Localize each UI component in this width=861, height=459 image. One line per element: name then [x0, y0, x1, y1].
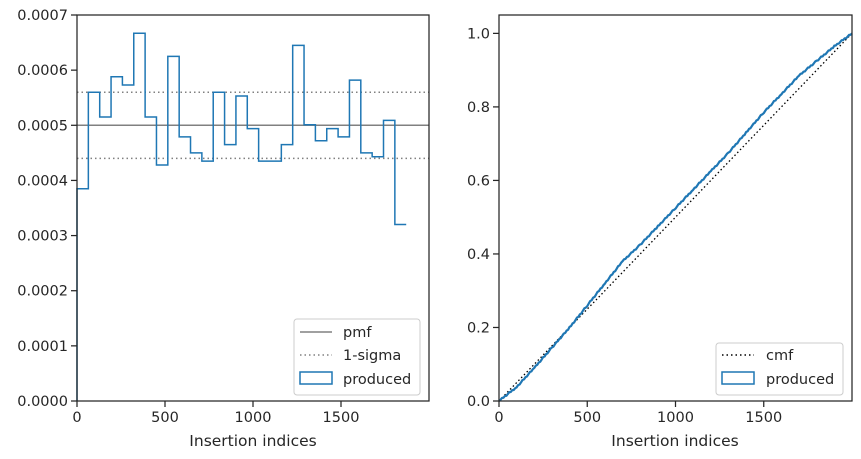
left-y-tick-label: 0.0002 — [17, 284, 68, 300]
left-legend: pmf 1-sigma produced — [293, 318, 421, 396]
right-y-tick-label: 0.2 — [467, 320, 490, 336]
legend-produced-swatch-right — [721, 371, 755, 385]
left-y-tick-label: 0.0005 — [17, 118, 68, 134]
legend-cmf-label: cmf — [766, 348, 794, 364]
left-x-tick-label: 0 — [72, 410, 81, 426]
left-x-tick-label: 500 — [151, 410, 179, 426]
right-x-axis-label: Insertion indices — [611, 432, 738, 450]
right-x-tick-label: 1000 — [657, 410, 694, 426]
left-y-tick-label: 0.0007 — [17, 8, 68, 24]
right-x-tick-label: 1500 — [745, 410, 782, 426]
left-y-tick-label: 0.0004 — [17, 173, 68, 189]
right-ticks: 0 500 1000 1500 0.0 0.2 0.4 0.6 0.8 1.0 — [467, 26, 782, 426]
left-x-axis-label: Insertion indices — [189, 432, 316, 450]
right-legend-frame — [715, 342, 844, 396]
right-y-tick-label: 0.0 — [467, 394, 490, 410]
right-cdf-panel: 0 500 1000 1500 0.0 0.2 0.4 0.6 0.8 1.0 Insertion… — [467, 14, 853, 450]
left-marks — [76, 32, 429, 401]
legend-produced-label: produced — [343, 372, 411, 388]
right-y-tick-label: 0.8 — [467, 100, 490, 116]
left-y-tick-label: 0.0000 — [17, 394, 68, 410]
right-y-tick-label: 0.6 — [467, 173, 490, 189]
left-x-tick-label: 1500 — [323, 410, 360, 426]
legend-pmf-label: pmf — [343, 325, 372, 341]
left-histogram-panel: 0 500 1000 1500 0.0000 0.0001 0.0002 0.0003 0.00… — [17, 8, 430, 450]
left-legend-frame — [293, 318, 421, 396]
right-axes-frame — [498, 14, 853, 402]
left-y-tick-label: 0.0003 — [17, 229, 68, 245]
legend-1-sigma-label: 1-sigma — [343, 348, 401, 364]
legend-produced-label-right: produced — [766, 372, 834, 388]
right-legend: cmf produced — [715, 342, 844, 396]
right-x-tick-label: 500 — [573, 410, 601, 426]
right-y-tick-label: 1.0 — [467, 26, 490, 42]
right-y-tick-label: 0.4 — [467, 247, 490, 263]
right-marks — [498, 32, 853, 402]
left-ticks: 0 500 1000 1500 0.0000 0.0001 0.0002 0.0003 0.00… — [17, 8, 359, 426]
produced-histogram-step — [76, 32, 407, 401]
left-axes-frame — [76, 14, 430, 402]
produced-cdf-line — [498, 32, 853, 402]
right-x-tick-label: 0 — [494, 410, 503, 426]
left-y-tick-label: 0.0001 — [17, 339, 68, 355]
left-y-tick-label: 0.0006 — [17, 63, 68, 79]
legend-produced-swatch — [299, 371, 333, 385]
left-x-tick-label: 1000 — [235, 410, 272, 426]
